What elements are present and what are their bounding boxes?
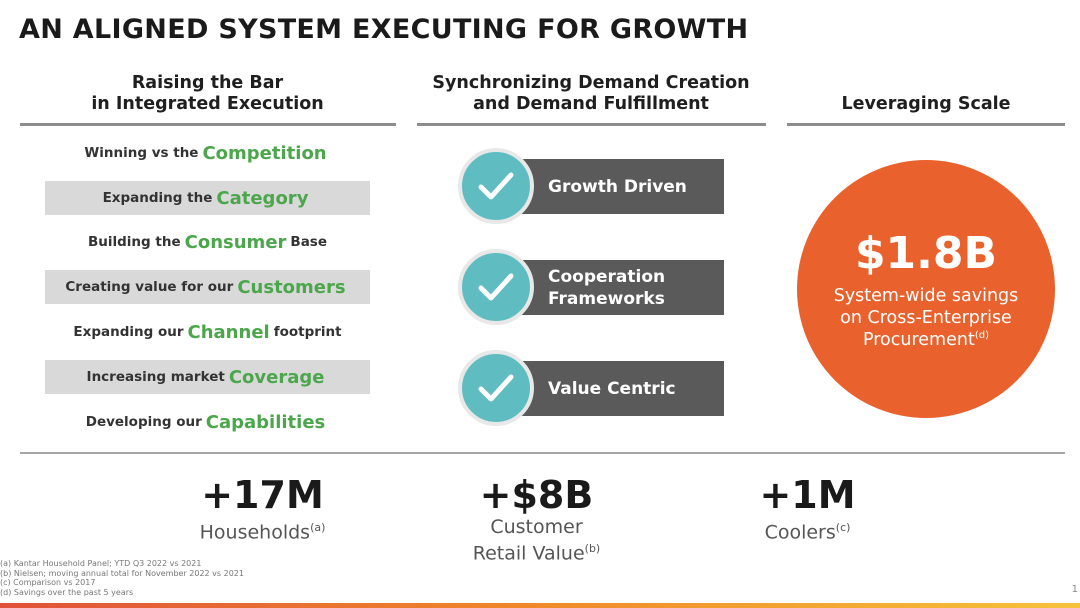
bottom-accent-bar [0, 603, 1080, 608]
initiative-keyword: Capabilities [205, 411, 326, 433]
initiative-text: Developing our [85, 414, 202, 430]
left-column-header: Raising the Bar in Integrated Execution [20, 73, 395, 115]
footnote: (c) Comparison vs 2017 [0, 578, 96, 588]
initiative-text: Expanding our [73, 324, 184, 340]
footnotes: (a) Kantar Household Panel; YTD Q3 2022 … [0, 559, 244, 597]
initiative-keyword: Coverage [228, 366, 325, 388]
initiative-row-consumer: Building the Consumer Base [45, 225, 370, 259]
initiative-text: Expanding the [102, 190, 213, 206]
footnote-marker: (a) [310, 521, 326, 534]
pillar-label-line: Cooperation [548, 266, 666, 287]
middle-header-line-2: and Demand Fulfillment [473, 94, 709, 114]
check-icon [458, 350, 534, 426]
left-header-divider [20, 123, 396, 126]
initiative-row-customers: Creating value for our Customers [45, 270, 370, 304]
metric-label-text: Retail Value [472, 542, 585, 565]
metric-label-text: Customer [490, 516, 583, 538]
savings-line: Procurement(d) [807, 329, 1045, 351]
pillar-label-cooperation-frameworks: Cooperation Frameworks [548, 260, 723, 315]
metric-label: Coolers(c) [695, 517, 920, 543]
initiative-text-after: Base [290, 234, 327, 250]
initiative-keyword: Channel [187, 321, 270, 343]
savings-line: System-wide savings [833, 286, 1019, 306]
footnote: (d) Savings over the past 5 years [0, 587, 134, 597]
initiative-row-category: Expanding the Category [45, 181, 370, 215]
metrics-divider [20, 452, 1065, 454]
initiative-text: Building the [87, 234, 181, 250]
footnote-marker: (c) [835, 521, 851, 534]
metric-retail-value: +$8B Customer Retail Value(b) [424, 473, 649, 564]
pillar-bar-cooperation-frameworks [510, 260, 724, 315]
left-header-line-2: in Integrated Execution [91, 94, 324, 114]
savings-line-text: Procurement [863, 330, 975, 350]
page-number: 1 [1071, 584, 1078, 595]
metric-coolers: +1M Coolers(c) [695, 473, 920, 543]
check-icon [458, 249, 534, 325]
initiative-keyword: Consumer [184, 231, 287, 253]
initiative-keyword: Customers [237, 276, 346, 298]
metric-value: +17M [201, 473, 324, 517]
check-icon [458, 148, 534, 224]
savings-amount: $1.8B [854, 228, 998, 279]
footnote-marker: (d) [974, 330, 989, 342]
savings-description: System-wide savings on Cross-Enterprise … [807, 285, 1045, 351]
metric-label: Households(a) [150, 517, 375, 543]
metric-label-text: Households [199, 521, 311, 544]
pillar-label-value-centric: Value Centric [548, 361, 723, 416]
metric-value: +1M [759, 473, 856, 517]
left-header-line-1: Raising the Bar [131, 73, 284, 93]
pillar-bar-value-centric [510, 361, 724, 416]
pillar-label-line: Growth Driven [548, 176, 687, 197]
metric-households: +17M Households(a) [150, 473, 375, 543]
initiative-row-capabilities: Developing our Capabilities [45, 405, 370, 439]
middle-column-header: Synchronizing Demand Creation and Demand… [415, 73, 767, 115]
initiative-keyword: Category [216, 187, 309, 209]
page-title: AN ALIGNED SYSTEM EXECUTING FOR GROWTH [19, 14, 749, 45]
initiative-row-competition: Winning vs the Competition [45, 136, 370, 170]
initiative-text: Increasing market [86, 369, 225, 385]
pillar-label-line: Frameworks [548, 288, 665, 309]
metric-label-text: Coolers [764, 521, 836, 544]
footnote: (b) Nielsen; moving annual total for Nov… [0, 568, 244, 578]
pillar-label-growth-driven: Growth Driven [548, 159, 723, 214]
initiative-row-channel: Expanding our Channel footprint [45, 315, 370, 349]
savings-circle: $1.8B System-wide savings on Cross-Enter… [797, 160, 1055, 418]
initiative-row-coverage: Increasing market Coverage [45, 360, 370, 394]
metric-label: Customer Retail Value(b) [424, 517, 649, 564]
pillar-label-line: Value Centric [548, 378, 676, 399]
metric-value: +$8B [479, 473, 594, 517]
savings-line: on Cross-Enterprise [840, 308, 1012, 328]
pillar-bar-growth-driven [510, 159, 724, 214]
footnote-marker: (b) [584, 542, 601, 555]
initiative-keyword: Competition [202, 142, 327, 164]
footnote: (a) Kantar Household Panel; YTD Q3 2022 … [0, 559, 202, 568]
right-header-divider [787, 123, 1065, 126]
middle-header-divider [417, 123, 766, 126]
initiative-text: Creating value for our [65, 279, 234, 295]
middle-header-line-1: Synchronizing Demand Creation [432, 73, 750, 93]
initiative-text: Winning vs the [84, 145, 199, 161]
initiative-text-after: footprint [273, 324, 342, 340]
right-column-header: Leveraging Scale [841, 94, 1011, 114]
